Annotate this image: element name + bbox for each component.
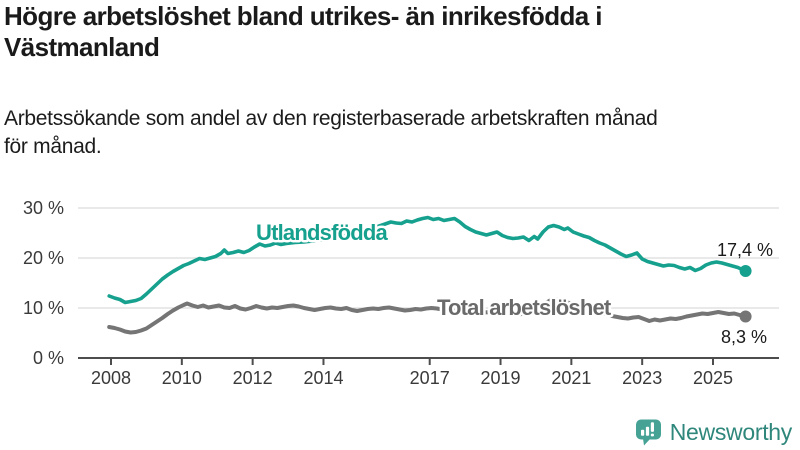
x-tick-label-2019: 2019: [481, 368, 521, 388]
series-end-dot-total: [739, 310, 752, 323]
newsworthy-logo: Newsworthy: [635, 418, 792, 446]
y-tick-label-20: 20 %: [23, 248, 64, 268]
x-tick-label-2017: 2017: [410, 368, 450, 388]
series-label-utlandsfodda: Utlandsfödda: [256, 220, 389, 245]
chart-subtitle-line-2: för månad.: [4, 135, 102, 158]
end-value-label-utlandsfodda: 17,4 %: [717, 240, 773, 260]
newsworthy-wordmark: Newsworthy: [669, 418, 793, 445]
y-tick-label-30: 30 %: [23, 198, 64, 218]
y-tick-label-0: 0 %: [33, 348, 64, 368]
x-tick-label-2008: 2008: [91, 368, 131, 388]
x-tick-label-2021: 2021: [551, 368, 591, 388]
end-value-label-total: 8,3 %: [721, 327, 767, 347]
chart-subtitle: Arbetssökande som andel av den registerb…: [4, 105, 794, 161]
series-line-utlandsfodda: [107, 215, 748, 305]
x-tick-label-2014: 2014: [303, 368, 343, 388]
x-tick-label-2010: 2010: [162, 368, 202, 388]
x-tick-label-2012: 2012: [233, 368, 273, 388]
y-tick-label-10: 10 %: [23, 298, 64, 318]
chart-title: Högre arbetslöshet bland utrikes- än inr…: [4, 1, 774, 63]
x-tick-label-2025: 2025: [693, 368, 733, 388]
series-end-dot-utlandsfodda: [739, 265, 752, 277]
series-line-total: [107, 296, 748, 335]
newsworthy-bar-chart-icon: [635, 419, 661, 446]
x-tick-label-2023: 2023: [622, 368, 662, 388]
chart-title-line-2: Västmanland: [4, 32, 160, 62]
series-label-total: Total arbetslöshet: [437, 295, 612, 320]
chart-title-line-1: Högre arbetslöshet bland utrikes- än inr…: [4, 1, 602, 31]
chart-subtitle-line-1: Arbetssökande som andel av den registerb…: [4, 107, 658, 130]
